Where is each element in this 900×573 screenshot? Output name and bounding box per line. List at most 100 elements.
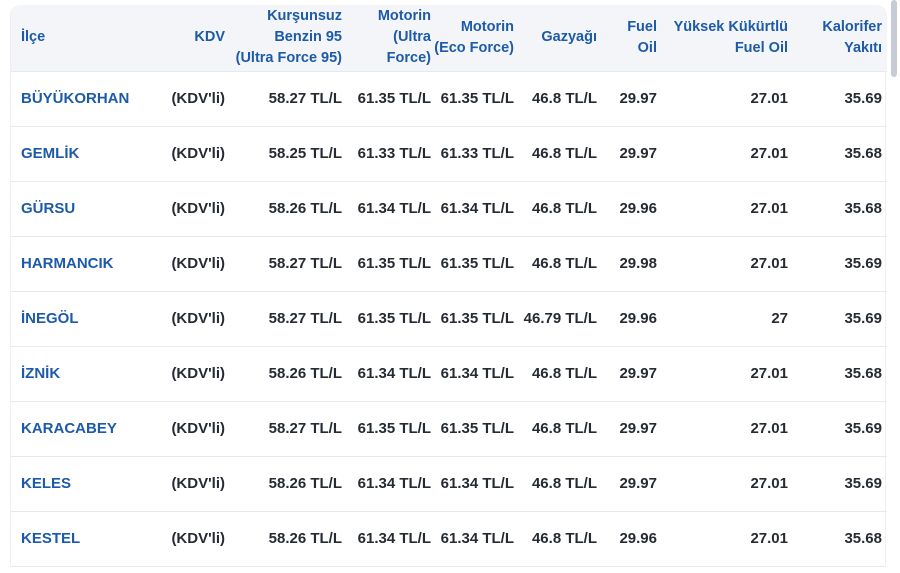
motorin-ultra-cell: 61.35 TL/L [342,400,431,456]
yuksek-kukurtlu-cell: 27.01 [657,455,788,511]
district-link[interactable]: HARMANCIK [11,235,166,291]
fuel-oil-cell: 29.96 [597,510,657,566]
district-link[interactable]: KELES [11,455,166,511]
benzin95-cell: 58.26 TL/L [225,510,342,566]
header-line: Fuel [627,18,657,35]
gazyagi-cell: 46.8 TL/L [514,70,597,126]
kdv-cell: (KDV'li) [166,345,225,401]
col-header-yuksek-kukurtlu: Yüksek Kükürtlü Fuel Oil [657,5,788,71]
motorin-ultra-cell: 61.34 TL/L [342,180,431,236]
motorin-ultra-cell: 61.34 TL/L [342,345,431,401]
kdv-cell: (KDV'li) [166,455,225,511]
col-header-motorin-ultra: Motorin (Ultra Force) [342,5,431,71]
gazyagi-cell: 46.8 TL/L [514,400,597,456]
kalorifer-cell: 35.69 [788,70,887,126]
fuel-oil-cell: 29.97 [597,345,657,401]
yuksek-kukurtlu-cell: 27.01 [657,235,788,291]
kalorifer-cell: 35.69 [788,400,887,456]
fuel-oil-cell: 29.97 [597,455,657,511]
district-link[interactable]: BÜYÜKORHAN [11,70,166,126]
motorin-ultra-cell: 61.35 TL/L [342,235,431,291]
district-link[interactable]: İNEGÖL [11,290,166,346]
col-header-ilce: İlçe [11,5,166,71]
header-row: İlçe KDV Kurşunsuz Benzin 95 (Ultra Forc… [11,5,887,71]
yuksek-kukurtlu-cell: 27.01 [657,510,788,566]
kdv-cell: (KDV'li) [166,235,225,291]
yuksek-kukurtlu-cell: 27.01 [657,400,788,456]
kdv-cell: (KDV'li) [166,180,225,236]
kalorifer-cell: 35.69 [788,290,887,346]
kalorifer-cell: 35.68 [788,180,887,236]
col-header-fuel-oil: Fuel Oil [597,5,657,71]
header-line: Benzin 95 [274,29,342,46]
table-row: HARMANCIK (KDV'li) 58.27 TL/L 61.35 TL/L… [11,235,887,291]
header-line: Motorin [460,18,514,35]
district-link[interactable]: KARACABEY [11,400,166,456]
table-row: İZNİK (KDV'li) 58.26 TL/L 61.34 TL/L 61.… [11,345,887,401]
kdv-cell: (KDV'li) [166,70,225,126]
district-link[interactable]: GEMLİK [11,125,166,181]
kdv-cell: (KDV'li) [166,510,225,566]
gazyagi-cell: 46.8 TL/L [514,345,597,401]
motorin-eco-cell: 61.35 TL/L [431,235,514,291]
col-header-motorin-eco: Motorin (Eco Force) [431,5,514,71]
yuksek-kukurtlu-cell: 27.01 [657,345,788,401]
kdv-cell: (KDV'li) [166,125,225,181]
header-line: KDV [194,29,225,46]
benzin95-cell: 58.25 TL/L [225,125,342,181]
kalorifer-cell: 35.68 [788,510,887,566]
benzin95-cell: 58.27 TL/L [225,235,342,291]
table-row: GEMLİK (KDV'li) 58.25 TL/L 61.33 TL/L 61… [11,125,887,181]
motorin-eco-cell: 61.35 TL/L [431,400,514,456]
motorin-eco-cell: 61.34 TL/L [431,510,514,566]
kalorifer-cell: 35.69 [788,455,887,511]
motorin-ultra-cell: 61.34 TL/L [342,510,431,566]
gazyagi-cell: 46.8 TL/L [514,235,597,291]
gazyagi-cell: 46.8 TL/L [514,125,597,181]
motorin-eco-cell: 61.34 TL/L [431,455,514,511]
header-line: (Ultra Force 95) [235,50,342,67]
motorin-eco-cell: 61.34 TL/L [431,345,514,401]
header-line: İlçe [21,29,46,46]
kdv-cell: (KDV'li) [166,290,225,346]
fuel-oil-cell: 29.98 [597,235,657,291]
scrollbar-track [890,0,898,573]
benzin95-cell: 58.27 TL/L [225,400,342,456]
yuksek-kukurtlu-cell: 27.01 [657,180,788,236]
district-link[interactable]: KESTEL [11,510,166,566]
header-line: Oil [637,39,657,56]
header-line: Kurşunsuz [267,8,342,25]
motorin-ultra-cell: 61.35 TL/L [342,290,431,346]
district-link[interactable]: GÜRSU [11,180,166,236]
table-row: GÜRSU (KDV'li) 58.26 TL/L 61.34 TL/L 61.… [11,180,887,236]
fuel-oil-cell: 29.97 [597,125,657,181]
header-line: Fuel Oil [734,39,788,56]
motorin-ultra-cell: 61.35 TL/L [342,70,431,126]
header-line: Yakıtı [844,39,882,56]
gazyagi-cell: 46.8 TL/L [514,180,597,236]
gazyagi-cell: 46.8 TL/L [514,455,597,511]
motorin-ultra-cell: 61.34 TL/L [342,455,431,511]
benzin95-cell: 58.26 TL/L [225,345,342,401]
motorin-eco-cell: 61.35 TL/L [431,70,514,126]
fuel-oil-cell: 29.96 [597,290,657,346]
fuel-oil-cell: 29.96 [597,180,657,236]
motorin-eco-cell: 61.35 TL/L [431,290,514,346]
header-line: Gazyağı [541,29,597,46]
scrollbar-thumb[interactable] [891,0,897,77]
header-line: Yüksek Kükürtlü [673,18,788,35]
district-link[interactable]: İZNİK [11,345,166,401]
table-row: KESTEL (KDV'li) 58.26 TL/L 61.34 TL/L 61… [11,510,887,566]
gazyagi-cell: 46.79 TL/L [514,290,597,346]
header-line: Force) [386,50,431,67]
benzin95-cell: 58.26 TL/L [225,180,342,236]
kalorifer-cell: 35.68 [788,125,887,181]
yuksek-kukurtlu-cell: 27 [657,290,788,346]
table-row: KARACABEY (KDV'li) 58.27 TL/L 61.35 TL/L… [11,400,887,456]
col-header-benzin95: Kurşunsuz Benzin 95 (Ultra Force 95) [225,5,342,71]
motorin-eco-cell: 61.33 TL/L [431,125,514,181]
col-header-kdv: KDV [166,5,225,71]
header-line: Kalorifer [822,18,882,35]
header-line: (Ultra [393,29,431,46]
table-row: İNEGÖL (KDV'li) 58.27 TL/L 61.35 TL/L 61… [11,290,887,346]
